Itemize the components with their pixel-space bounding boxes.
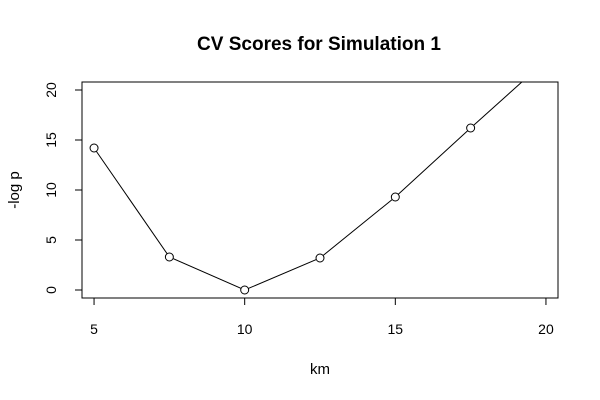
x-tick-label: 10 [237, 321, 253, 337]
x-tick-label: 20 [538, 321, 554, 337]
y-tick-label: 20 [43, 82, 59, 98]
x-axis-label: km [310, 361, 330, 378]
data-point [240, 285, 250, 295]
y-axis-label: -log p [6, 171, 23, 209]
y-tick-label: 15 [43, 132, 59, 148]
data-point [466, 123, 476, 133]
x-axis: 5 10 15 20 [90, 297, 554, 337]
data-point [89, 143, 99, 153]
series-line [93, 82, 523, 291]
data-point [164, 252, 174, 262]
data-point [315, 253, 325, 263]
x-tick-label: 15 [388, 321, 404, 337]
plot-frame [81, 81, 559, 299]
chart-title: CV Scores for Simulation 1 [197, 34, 441, 55]
y-axis: 0 5 10 15 20 [43, 82, 83, 294]
series-group [89, 82, 523, 295]
y-tick-label: 5 [43, 236, 59, 244]
y-tick-label: 0 [43, 286, 59, 294]
x-tick-label: 5 [90, 321, 98, 337]
data-point [390, 192, 400, 202]
y-tick-label: 10 [43, 182, 59, 198]
series-layer [89, 82, 523, 295]
